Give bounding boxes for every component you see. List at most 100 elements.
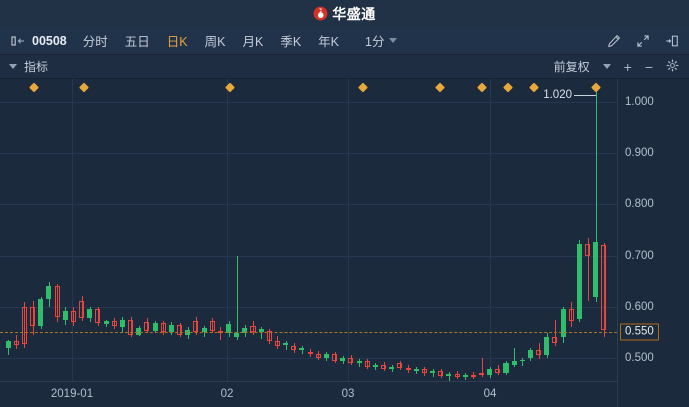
candle-body[interactable] <box>62 310 68 320</box>
candle-body[interactable] <box>519 359 525 362</box>
candle-body[interactable] <box>234 333 240 338</box>
candle-body[interactable] <box>21 306 27 344</box>
period-zhouk[interactable]: 周K <box>204 35 226 49</box>
candle-body[interactable] <box>5 341 11 348</box>
panel-toggle-icon[interactable] <box>664 33 679 48</box>
candle-body[interactable] <box>389 366 395 370</box>
chevron-down-icon[interactable] <box>602 64 611 69</box>
candle-body[interactable] <box>299 347 305 350</box>
zoom-in-button[interactable]: + <box>623 58 632 75</box>
candle-body[interactable] <box>193 321 199 333</box>
period-fenshi[interactable]: 分时 <box>82 35 108 49</box>
zoom-out-button[interactable]: − <box>644 58 653 75</box>
interval-dropdown[interactable]: 1分 <box>365 31 398 50</box>
candle-body[interactable] <box>462 375 468 378</box>
candle-body[interactable] <box>13 341 19 346</box>
adjust-mode-label[interactable]: 前复权 <box>553 60 590 74</box>
period-jik[interactable]: 季K <box>280 35 302 49</box>
period-rik[interactable]: 日K <box>166 35 188 49</box>
candle-body[interactable] <box>438 371 444 377</box>
symbol-code[interactable]: 00508 <box>32 33 67 48</box>
candle-body[interactable] <box>160 323 166 333</box>
candle-body[interactable] <box>454 374 460 378</box>
candle-body[interactable] <box>242 328 248 334</box>
candle-body[interactable] <box>601 245 607 330</box>
candle-body[interactable] <box>307 351 313 354</box>
candle-body[interactable] <box>266 331 272 341</box>
period-wuri[interactable]: 五日 <box>124 35 150 49</box>
candle-body[interactable] <box>136 328 142 335</box>
candle-body[interactable] <box>381 364 387 370</box>
candle-body[interactable] <box>258 329 264 333</box>
candle-body[interactable] <box>348 357 354 364</box>
candle-body[interactable] <box>46 286 52 300</box>
candle-body[interactable] <box>511 361 517 366</box>
candle-body[interactable] <box>593 242 599 297</box>
candle-body[interactable] <box>283 342 289 345</box>
event-marker-icon[interactable] <box>503 82 513 93</box>
candle-body[interactable] <box>103 321 109 325</box>
candle-body[interactable] <box>430 371 436 374</box>
candle-body[interactable] <box>372 364 378 368</box>
event-marker-icon[interactable] <box>358 82 368 93</box>
candle-body[interactable] <box>70 310 76 323</box>
expand-icon[interactable] <box>635 33 650 48</box>
candle-body[interactable] <box>152 323 158 332</box>
event-marker-icon[interactable] <box>29 82 39 93</box>
candle-body[interactable] <box>119 319 125 328</box>
candle-body[interactable] <box>397 363 403 369</box>
candle-body[interactable] <box>54 286 60 317</box>
candle-body[interactable] <box>38 299 44 327</box>
event-marker-icon[interactable] <box>435 82 445 93</box>
candle-body[interactable] <box>470 375 476 378</box>
period-niank[interactable]: 年K <box>318 35 340 49</box>
candle-body[interactable] <box>552 337 558 343</box>
gear-icon[interactable] <box>666 59 679 74</box>
pencil-icon[interactable] <box>606 33 621 48</box>
candlestick-switch-icon[interactable] <box>10 32 28 50</box>
candle-body[interactable] <box>568 308 574 322</box>
candle-body[interactable] <box>544 337 550 356</box>
candle-body[interactable] <box>585 244 591 256</box>
event-marker-icon[interactable] <box>591 82 601 93</box>
candle-body[interactable] <box>111 321 117 327</box>
candlestick-plot[interactable]: 1.0200.410 <box>0 79 617 381</box>
candle-body[interactable] <box>536 350 542 356</box>
chart-area[interactable]: 1.0200.410 2019-01 02 03 04 1.000 0.900 0.800… <box>0 79 689 407</box>
candle-body[interactable] <box>79 300 85 319</box>
candle-body[interactable] <box>421 369 427 374</box>
period-yuek[interactable]: 月K <box>242 35 264 49</box>
candle-body[interactable] <box>446 374 452 377</box>
candle-body[interactable] <box>225 324 232 334</box>
candle-body[interactable] <box>87 309 93 319</box>
candle-body[interactable] <box>323 353 329 358</box>
event-marker-icon[interactable] <box>477 82 487 93</box>
candle-body[interactable] <box>487 369 493 376</box>
candle-body[interactable] <box>356 361 362 364</box>
event-marker-icon[interactable] <box>79 82 89 93</box>
candle-body[interactable] <box>413 369 419 371</box>
candle-body[interactable] <box>209 321 215 332</box>
candle-body[interactable] <box>332 353 338 362</box>
candle-body[interactable] <box>340 357 346 362</box>
candle-body[interactable] <box>177 324 183 335</box>
candle-body[interactable] <box>274 340 280 346</box>
indicator-group[interactable]: 指标 <box>0 58 48 75</box>
candle-body[interactable] <box>576 244 582 320</box>
candle-body[interactable] <box>128 319 134 335</box>
candle-body[interactable] <box>201 328 207 333</box>
candle-body[interactable] <box>495 369 501 374</box>
candle-body[interactable] <box>95 308 101 324</box>
candle-body[interactable] <box>503 363 509 374</box>
candle-body[interactable] <box>364 361 370 368</box>
event-marker-icon[interactable] <box>529 82 539 93</box>
candle-body[interactable] <box>291 345 297 350</box>
candle-body[interactable] <box>478 373 485 376</box>
candle-body[interactable] <box>527 350 533 358</box>
candle-body[interactable] <box>560 308 566 338</box>
candle-body[interactable] <box>405 368 411 371</box>
candle-body[interactable] <box>315 353 321 358</box>
candle-body[interactable] <box>144 322 150 332</box>
candle-body[interactable] <box>250 326 256 333</box>
candle-body[interactable] <box>30 306 36 327</box>
